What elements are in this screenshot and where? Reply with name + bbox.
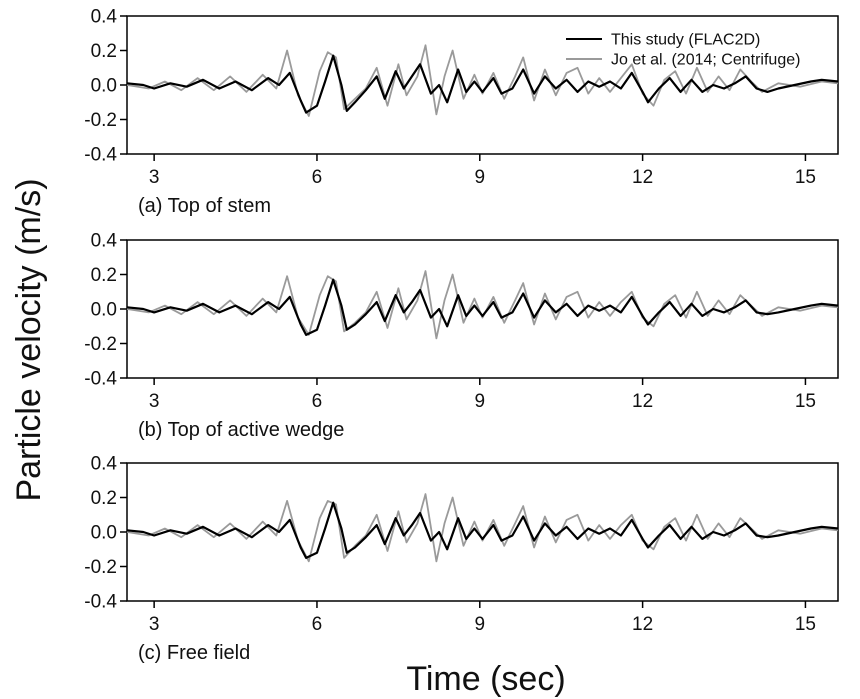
series-line-flac2d	[126, 278, 839, 336]
panel-label: (a) Top of stem	[138, 195, 271, 217]
x-tick-label: 12	[632, 614, 653, 635]
x-tick-label: 15	[795, 391, 816, 412]
x-tick-label: 6	[312, 167, 323, 188]
x-tick-label: 9	[474, 167, 485, 188]
series-line-centrifuge	[126, 270, 839, 340]
x-tick-label: 3	[149, 391, 160, 412]
y-tick-label: 0.0	[91, 300, 117, 321]
y-tick-label: -0.4	[84, 145, 117, 166]
y-tick-label: 0.0	[91, 76, 117, 97]
x-tick-label: 6	[312, 614, 323, 635]
y-tick-label: 0.4	[91, 231, 118, 252]
x-tick-label: 3	[149, 614, 160, 635]
panel-label: (c) Free field	[138, 642, 250, 664]
x-tick-label: 6	[312, 391, 323, 412]
y-tick-label: 0.2	[91, 41, 117, 62]
y-tick-label: 0.2	[91, 488, 117, 509]
y-tick-label: -0.4	[84, 369, 117, 390]
y-tick-label: -0.4	[84, 592, 117, 613]
chart-panel-2: -0.4 -0.2 0.0 0.2 0.4 3 6 9 12 15 (b) Top of activ…	[84, 231, 839, 441]
y-tick-label: -0.2	[84, 557, 117, 578]
legend-label: This study (FLAC2D)	[611, 32, 760, 49]
x-tick-label: 15	[795, 167, 816, 188]
y-tick-label: 0.4	[91, 454, 118, 475]
x-tick-label: 9	[474, 614, 485, 635]
x-tick-label: 15	[795, 614, 816, 635]
panel-label: (b) Top of active wedge	[138, 419, 344, 441]
y-tick-label: 0.4	[91, 7, 118, 28]
x-axis-title: Time (sec)	[406, 660, 565, 698]
x-tick-label: 9	[474, 391, 485, 412]
y-tick-label: 0.2	[91, 265, 117, 286]
y-tick-label: -0.2	[84, 110, 117, 131]
series-line-centrifuge	[126, 44, 839, 117]
chart-panel-3: -0.4 -0.2 0.0 0.2 0.4 3 6 9 12 15 (c) Free field	[84, 454, 839, 664]
chart-panels: -0.4-0.20.00.20.43 6 9 12 15(a) Top of stem-…	[84, 7, 839, 664]
series-line-flac2d	[126, 54, 839, 114]
series-line-flac2d	[126, 501, 839, 559]
y-tick-label: -0.2	[84, 334, 117, 355]
y-axis-title: Particle velocity (m/s)	[10, 178, 48, 501]
series-line-centrifuge	[126, 493, 839, 563]
x-tick-label: 3	[149, 167, 160, 188]
y-tick-label: 0.0	[91, 523, 117, 544]
legend-label: Jo et al. (2014; Centrifuge)	[611, 52, 800, 69]
x-tick-label: 12	[632, 391, 653, 412]
legend: This study (FLAC2D) Jo et al. (2014; Cent…	[566, 32, 800, 69]
chart-panel-1: -0.4 -0.2 0.0 0.2 0.4 3 6 9 12 15 (a) Top of stem	[84, 7, 839, 217]
x-tick-label: 12	[632, 167, 653, 188]
